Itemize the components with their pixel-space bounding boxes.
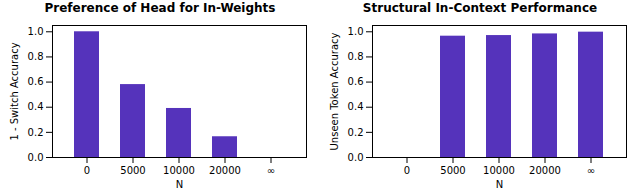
svg-text:0.0: 0.0	[28, 152, 44, 163]
svg-text:5000: 5000	[440, 165, 465, 176]
svg-text:N: N	[176, 179, 183, 190]
html-text:Preference of Head for In-Weig: Preference of Head for In-Weights	[44, 1, 276, 15]
svg-text:1.0: 1.0	[28, 26, 44, 37]
svg-text:10000: 10000	[483, 165, 515, 176]
svg-text:20000: 20000	[529, 165, 561, 176]
svg-text:1 - Switch Accuracy: 1 - Switch Accuracy	[9, 42, 20, 140]
svg-text:0.2: 0.2	[28, 127, 44, 138]
svg-text:0.2: 0.2	[348, 127, 364, 138]
svg-text:10000: 10000	[163, 165, 195, 176]
svg-text:N: N	[496, 179, 503, 190]
svg-text:0.6: 0.6	[348, 76, 364, 87]
svg-text:∞: ∞	[587, 165, 595, 176]
svg-text:Unseen Token Accuracy: Unseen Token Accuracy	[329, 32, 340, 150]
svg-text:20000: 20000	[209, 165, 241, 176]
svg-text:0.8: 0.8	[348, 51, 364, 62]
svg-text:0.6: 0.6	[28, 76, 44, 87]
svg-text:0: 0	[404, 165, 410, 176]
svg-text:0.4: 0.4	[348, 101, 364, 112]
svg-text:0.0: 0.0	[348, 152, 364, 163]
svg-text:0.4: 0.4	[28, 101, 44, 112]
svg-text:0.8: 0.8	[28, 51, 44, 62]
svg-text:0: 0	[84, 165, 90, 176]
svg-text:5000: 5000	[120, 165, 145, 176]
svg-text:∞: ∞	[267, 165, 275, 176]
svg-text:1.0: 1.0	[348, 26, 364, 37]
html-text:Structural In-Context Performa: Structural In-Context Performance	[362, 1, 598, 15]
